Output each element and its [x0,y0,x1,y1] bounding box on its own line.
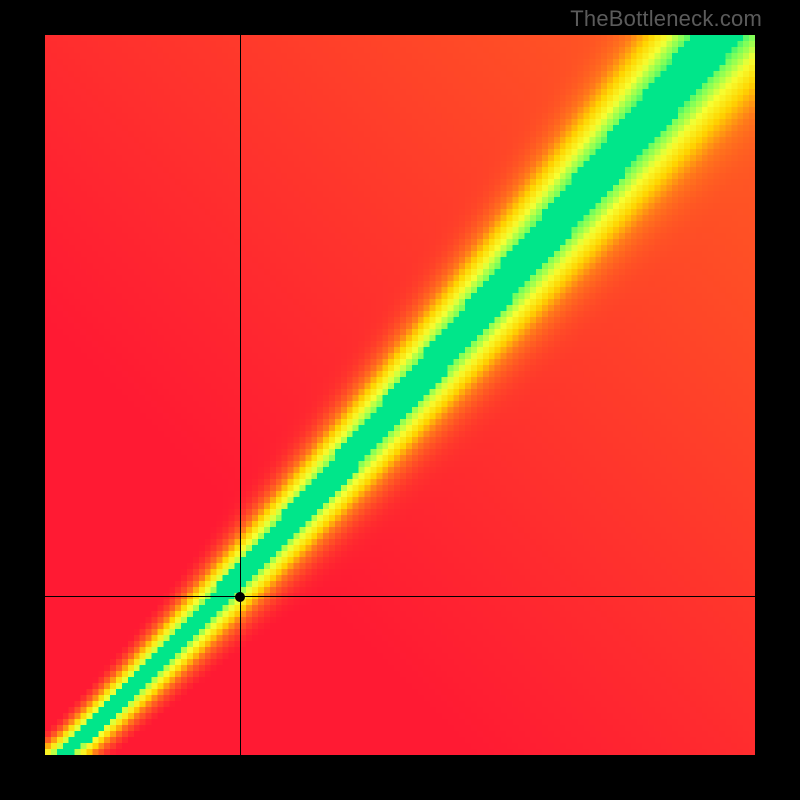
crosshair-vertical [240,35,241,755]
attribution-text: TheBottleneck.com [570,6,762,32]
chart-container: TheBottleneck.com [0,0,800,800]
bottleneck-heatmap [45,35,755,755]
crosshair-horizontal [45,596,755,597]
selection-marker [235,592,245,602]
